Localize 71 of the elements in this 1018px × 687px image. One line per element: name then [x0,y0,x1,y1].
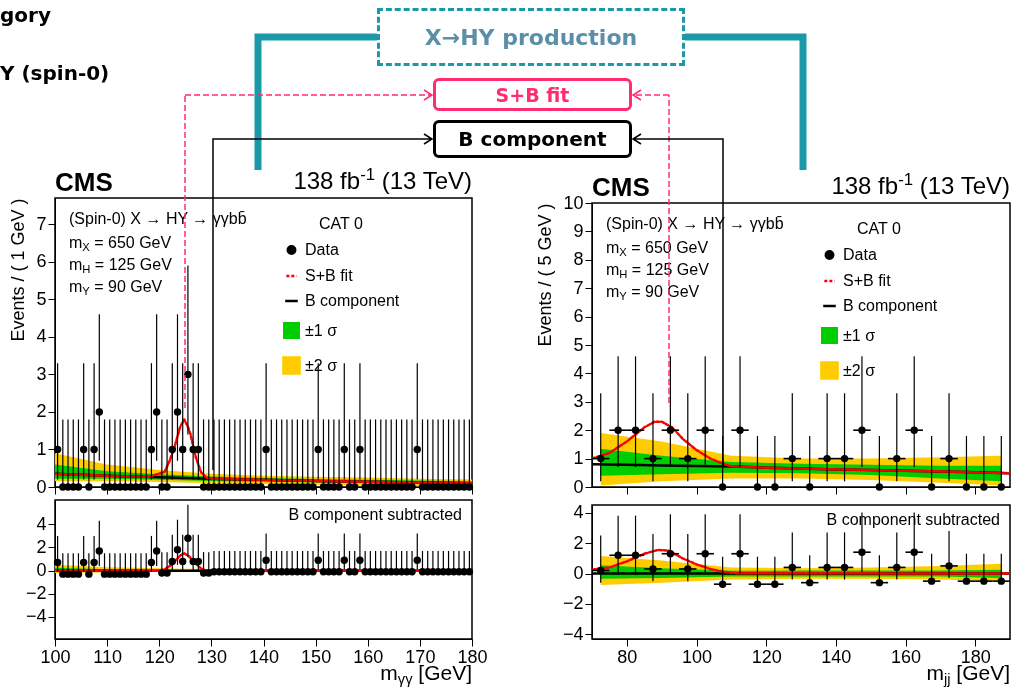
annotation: B component subtracted [288,506,462,524]
y-axis-title: Events / ( 5 GeV ) [535,203,556,347]
text: 138 fb$^{-1}$ (13 TeV) [293,164,472,195]
y-tick-label: 5 [36,288,47,309]
y-tick-label: 0 [36,560,47,581]
y-tick-label: 3 [36,363,47,384]
y-tick-label: −2 [562,593,584,614]
y-tick-label: 8 [573,249,584,270]
y-tick-label: 5 [573,334,584,355]
y-tick-label: −4 [562,623,584,644]
y-tick-label: 2 [36,536,47,557]
x-tick-label: 100 [681,646,713,667]
y-tick-label: 9 [573,220,584,241]
y-tick-label: 0 [573,563,584,584]
y-tick-label: 6 [36,251,47,272]
legend-title: CAT 0 [319,215,364,232]
y-axis-title: Events / ( 1 GeV ) [8,198,29,342]
legend-title: CAT 0 [857,220,902,237]
legend-label: ±2 σ [305,356,338,374]
y-tick-label: 7 [36,213,47,234]
rounded-frame: B component [433,120,632,158]
y-tick-label: 2 [573,532,584,553]
annotation: m$_{Y}$ = 90 GeV [69,278,163,297]
x-tick-label: 120 [751,646,782,667]
legend-label: Data [305,241,339,258]
annotation: m$_{Y}$ = 90 GeV [606,283,700,302]
legend-label: ±1 σ [843,326,876,344]
rounded-frame: S+B fit [433,78,632,111]
legend-label: Data [843,246,877,263]
y-tick-label: 6 [573,306,584,327]
y-tick-label: 10 [563,192,584,213]
x-tick-label: 130 [196,646,227,667]
x-tick-label: 110 [93,646,122,667]
x-tick-label: 160 [353,646,384,667]
y-tick-label: 4 [573,362,584,383]
text: 138 fb$^{-1}$ (13 TeV) [831,169,1010,200]
x-tick-label: 80 [617,646,638,667]
x-tick-label: 140 [248,646,280,667]
text: CMS [55,167,113,197]
annotation: m$_{X}$ = 650 GeV [69,234,172,253]
y-tick-label: 7 [573,277,584,298]
y-tick-label: 0 [36,476,47,497]
y-tick-label: −2 [25,583,47,604]
y-tick-label: 4 [36,513,47,534]
y-tick-label: −4 [25,606,47,627]
x-tick-label: 140 [821,646,852,667]
y-tick-label: 2 [36,401,47,422]
x-tick-label: 150 [301,646,332,667]
text: gory [0,3,51,27]
x-tick-label: 120 [144,646,175,667]
legend-label: B component [843,297,938,314]
x-tick-label: 160 [890,646,922,667]
legend-label: S+B fit [843,272,892,289]
text: CMS [592,172,650,202]
y-tick-label: 3 [573,391,584,412]
y-tick-label: 1 [573,448,584,469]
legend-label: S+B fit [305,267,354,284]
text: Y (spin-0) [0,61,110,85]
annotation: m$_{X}$ = 650 GeV [606,239,709,258]
y-tick-label: 0 [573,476,584,497]
y-tick-label: 1 [36,438,47,459]
legend-label: ±1 σ [305,321,338,339]
y-tick-label: 4 [573,502,584,523]
legend-label: B component [305,292,400,309]
legend-label: ±2 σ [843,361,876,379]
annotation: m$_{H}$ = 125 GeV [606,261,709,280]
y-tick-label: 4 [36,326,47,347]
annotation: m$_{H}$ = 125 GeV [69,256,172,275]
dashed-frame: X→HY production [377,8,685,66]
x-tick-label: 100 [40,646,71,667]
y-tick-label: 2 [573,419,584,440]
